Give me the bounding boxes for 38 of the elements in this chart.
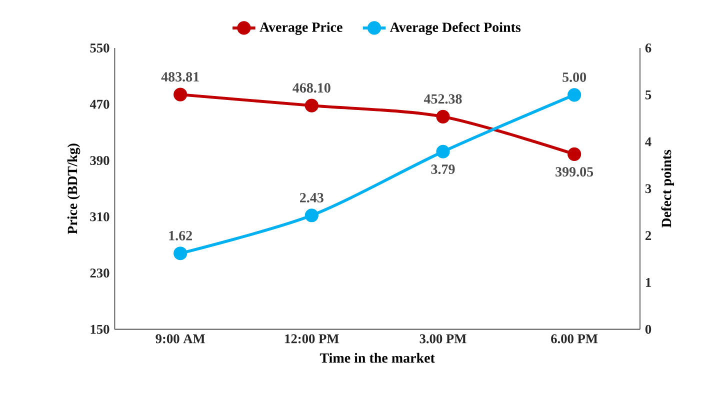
y2-tick-label: 4 <box>645 138 652 146</box>
x-tick-label: 12:00 PM <box>285 334 339 344</box>
y2-tick-label: 6 <box>645 44 652 53</box>
y-tick-label: 550 <box>90 44 110 53</box>
y-tick-label: 230 <box>90 268 110 278</box>
y2-tick-label: 0 <box>645 325 652 334</box>
x-tick-label: 3.00 PM <box>420 334 466 344</box>
data-label: 452.38 <box>424 94 462 104</box>
point <box>174 88 188 102</box>
data-label: 2.43 <box>300 193 324 203</box>
y2-tick-label: 3 <box>645 184 652 194</box>
data-label: 483.81 <box>161 72 199 82</box>
y-tick-label: 390 <box>90 156 110 166</box>
x-tick-label: 6.00 PM <box>551 334 598 344</box>
point <box>304 98 318 113</box>
point <box>174 246 188 260</box>
legend-label: Average Defect Points <box>390 22 521 36</box>
data-label: 1.62 <box>169 231 192 241</box>
legend-label: Average Price <box>260 22 342 36</box>
point <box>436 110 450 124</box>
x-tick-label: 9:00 AM <box>156 334 205 344</box>
y2-tick-label: 1 <box>646 278 651 288</box>
point <box>568 88 582 102</box>
data-label: 399.05 <box>556 167 594 177</box>
point <box>436 144 450 159</box>
y2-tick-label: 5 <box>645 90 652 100</box>
x-axis-title: Time in the market <box>320 353 435 363</box>
y-tick-label: 470 <box>90 100 110 109</box>
y2-tick-label: 2 <box>645 231 652 240</box>
y-tick-label: 150 <box>90 325 110 334</box>
y-tick-label: 310 <box>90 212 110 222</box>
data-label: 5.00 <box>562 72 586 82</box>
y-axis-title: Price (BDT/kg) <box>67 144 80 234</box>
y2-axis-title: Defect points <box>661 150 674 228</box>
point <box>304 208 318 222</box>
data-label: 3.79 <box>431 164 455 174</box>
data-label: 468.10 <box>292 83 330 93</box>
point <box>568 148 582 162</box>
